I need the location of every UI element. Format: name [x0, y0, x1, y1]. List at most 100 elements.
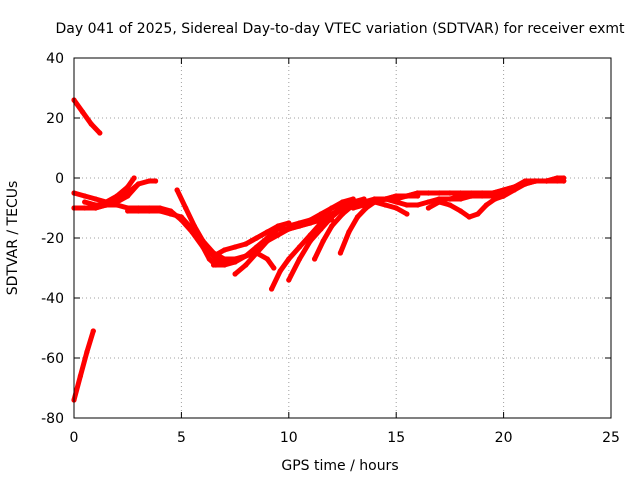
- data-point: [479, 190, 485, 196]
- data-point: [243, 253, 249, 259]
- data-point: [77, 373, 83, 379]
- data-point: [382, 202, 389, 208]
- data-point: [501, 187, 507, 193]
- data-point: [339, 211, 346, 217]
- data-point: [232, 244, 238, 250]
- data-point: [329, 214, 335, 220]
- data-point: [511, 184, 517, 190]
- data-point: [103, 202, 109, 208]
- data-point: [125, 184, 131, 190]
- data-point: [466, 214, 472, 220]
- data-point: [458, 208, 464, 214]
- data-point: [206, 256, 212, 262]
- data-point: [131, 175, 137, 181]
- data-point: [533, 178, 539, 184]
- data-point: [125, 190, 131, 196]
- data-point: [468, 193, 474, 199]
- data-point: [146, 178, 152, 184]
- data-point: [490, 190, 496, 196]
- data-point: [307, 217, 313, 223]
- data-point: [277, 268, 283, 274]
- data-point: [312, 256, 318, 262]
- data-point: [211, 253, 217, 259]
- data-point: [174, 187, 180, 193]
- data-point: [97, 130, 103, 136]
- data-point: [346, 229, 352, 235]
- y-tick-label: 0: [55, 171, 64, 187]
- data-point: [458, 193, 464, 199]
- data-point: [275, 232, 281, 238]
- data-point: [221, 247, 227, 253]
- data-point: [211, 262, 217, 268]
- data-point: [82, 193, 88, 199]
- x-tick-label: 15: [387, 430, 405, 446]
- data-point: [447, 190, 453, 196]
- series-line-arc-1: [71, 97, 103, 136]
- x-tick-label: 5: [177, 430, 186, 446]
- data-point: [492, 196, 498, 202]
- data-point: [114, 202, 120, 208]
- data-point: [114, 196, 120, 202]
- data-point: [425, 190, 431, 196]
- data-point: [393, 205, 399, 211]
- data-point: [361, 199, 367, 205]
- data-point: [415, 190, 421, 196]
- data-point: [286, 277, 292, 283]
- data-point: [393, 199, 399, 205]
- data-point: [232, 259, 238, 265]
- data-point: [404, 211, 410, 217]
- data-point: [425, 205, 431, 211]
- series-line-arc-2: [71, 328, 96, 403]
- data-point: [425, 199, 431, 205]
- data-point: [135, 208, 141, 214]
- data-point: [554, 175, 560, 181]
- data-point: [296, 256, 303, 262]
- data-point: [88, 121, 94, 127]
- y-tick-label: -60: [41, 351, 64, 367]
- data-point: [264, 238, 270, 244]
- y-tick-label: -80: [41, 411, 64, 427]
- data-point: [92, 196, 99, 202]
- data-point: [80, 109, 86, 115]
- x-tick-label: 20: [495, 430, 513, 446]
- data-point: [183, 205, 189, 211]
- data-point: [269, 286, 275, 292]
- data-point: [153, 178, 159, 184]
- data-point: [329, 223, 335, 229]
- data-point: [483, 202, 489, 208]
- data-point: [125, 208, 131, 214]
- x-axis-label: GPS time / hours: [281, 458, 398, 474]
- data-point: [157, 208, 163, 214]
- x-tick-label: 10: [280, 430, 298, 446]
- data-point: [84, 349, 90, 355]
- data-point: [320, 238, 326, 244]
- data-point: [189, 223, 195, 229]
- data-point: [382, 196, 389, 202]
- data-point: [415, 202, 421, 208]
- data-point: [135, 181, 141, 187]
- data-point: [275, 226, 281, 232]
- data-point: [264, 229, 270, 235]
- data-point: [264, 256, 270, 262]
- data-point: [329, 205, 335, 211]
- plot-frame: [73, 57, 612, 419]
- chart-title: Day 041 of 2025, Sidereal Day-to-day VTE…: [56, 21, 626, 37]
- data-point: [296, 220, 303, 226]
- data-point: [501, 193, 507, 199]
- data-point: [296, 244, 303, 250]
- data-point: [90, 328, 96, 334]
- data-point: [307, 238, 313, 244]
- x-tick-label: 0: [70, 430, 79, 446]
- data-point: [232, 271, 238, 277]
- data-point: [318, 211, 324, 217]
- data-point: [522, 181, 528, 187]
- data-point: [404, 202, 410, 208]
- data-point: [286, 256, 292, 262]
- grid: [74, 58, 611, 418]
- data-point: [447, 202, 453, 208]
- data-point: [168, 211, 174, 217]
- data-point: [393, 193, 399, 199]
- y-tick-labels: -80 -60 -40 -20 0 20 40: [41, 51, 64, 427]
- data-point: [350, 205, 356, 211]
